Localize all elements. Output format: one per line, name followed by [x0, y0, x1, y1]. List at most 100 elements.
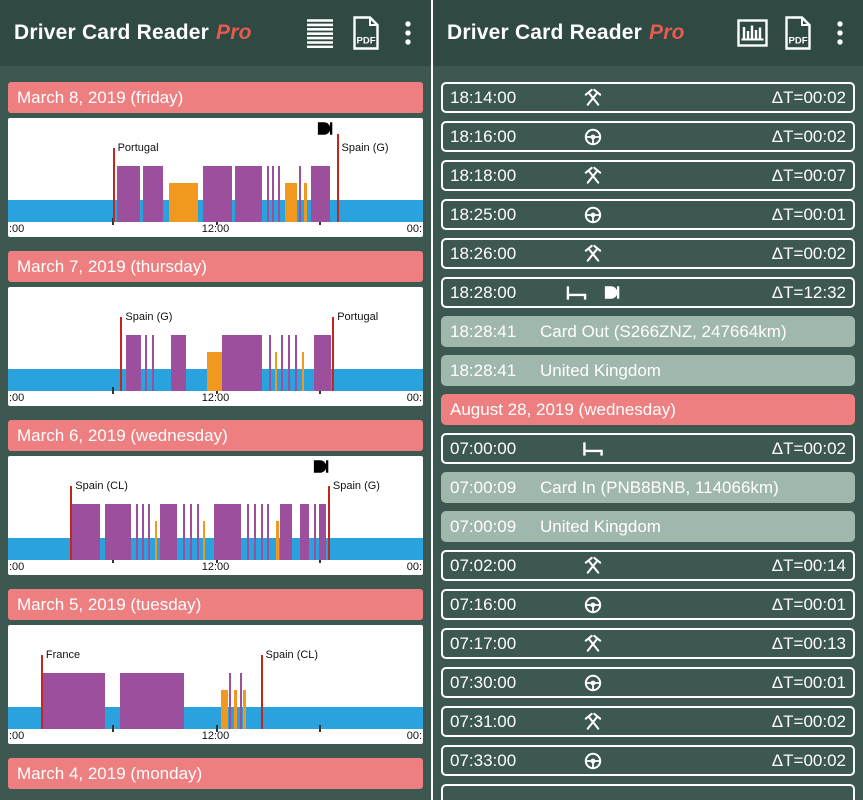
overflow-menu-button[interactable]	[821, 10, 859, 56]
daily-activity-chart: Portugal Spain (G) :00 12:00 00:	[8, 118, 423, 237]
pdf-export-button[interactable]: PDF	[775, 10, 821, 56]
info-text: United Kingdom	[540, 360, 661, 380]
country-label: France	[45, 649, 81, 661]
work-segment	[155, 521, 157, 560]
event-row: 07:33:00 ΔT=00:02	[441, 745, 855, 776]
drive-segment	[295, 335, 297, 391]
work-icon	[584, 634, 603, 653]
event-row: 18:26:00 ΔT=00:02	[441, 238, 855, 269]
menu-icon	[404, 20, 412, 46]
app-title: Driver Card Reader Pro	[14, 21, 252, 45]
country-marker	[112, 148, 115, 222]
delta-label: ΔT=00:02	[771, 126, 846, 146]
card-event-icon	[317, 121, 333, 136]
activity-icons	[584, 128, 602, 146]
drive-segment	[151, 335, 154, 391]
event-row: 07:16:00 ΔT=00:01	[441, 589, 855, 620]
axis-label-center: 12:00	[201, 730, 230, 742]
country-label: Spain (G)	[125, 311, 173, 323]
drive-icon	[584, 206, 602, 224]
axis-tick	[319, 725, 322, 732]
country-label: Portugal	[337, 311, 379, 323]
activity-icons	[584, 88, 603, 107]
country-label: Portugal	[117, 142, 159, 154]
axis-label-right: 00:	[406, 561, 422, 573]
pdf-icon: PDF	[351, 16, 381, 50]
date-banner-text: March 4, 2019 (monday)	[17, 763, 203, 783]
time-label: 07:31:00	[450, 711, 517, 731]
country-label: Spain (CL)	[75, 480, 128, 492]
app-title-text: Driver Card Reader	[14, 21, 210, 44]
time-label: 18:25:00	[450, 204, 517, 224]
timeline-band	[8, 707, 423, 729]
drive-segment	[189, 504, 192, 560]
time-label: 07:16:00	[450, 594, 517, 614]
daily-activity-chart: Spain (CL) Spain (G) :00 12:00 00:	[8, 456, 423, 575]
work-segment	[284, 183, 297, 222]
list-view-icon	[305, 18, 335, 48]
pro-badge: Pro	[649, 21, 685, 44]
event-row: 07:17:00 ΔT=00:13	[441, 628, 855, 659]
time-label: 07:02:00	[450, 555, 517, 575]
event-row: 07:31:00 ΔT=00:02	[441, 706, 855, 737]
country-marker	[327, 486, 330, 560]
time-label: 18:16:00	[450, 126, 517, 146]
pro-badge: Pro	[216, 21, 252, 44]
axis-label-right: 00:	[406, 223, 422, 235]
overflow-menu-button[interactable]	[389, 10, 427, 56]
drive-segment	[269, 335, 272, 391]
axis-tick	[111, 387, 114, 394]
drive-segment	[229, 673, 232, 729]
drive-segment	[196, 504, 199, 560]
app-bar: Driver Card Reader Pro PDF	[0, 0, 431, 66]
date-banner-text: March 6, 2019 (wednesday)	[17, 425, 228, 445]
card-icon	[604, 285, 620, 300]
drive-segment	[281, 335, 284, 391]
activity-icons	[584, 166, 603, 185]
activity-icons	[584, 556, 603, 575]
date-banner: March 8, 2019 (friday)	[8, 82, 423, 113]
info-row: 07:00:09 Card In (PNB8BNB, 114066km)	[441, 472, 855, 503]
drive-segment	[253, 504, 256, 560]
chart-layer: Spain (CL) Spain (G)	[8, 456, 423, 575]
day-list[interactable]: March 8, 2019 (friday) Portugal Spain (G)…	[0, 66, 431, 800]
date-banner: March 7, 2019 (thursday)	[8, 251, 423, 282]
country-label: Spain (G)	[332, 480, 380, 492]
event-row: 18:18:00 ΔT=00:07	[441, 160, 855, 191]
pdf-export-button[interactable]: PDF	[343, 10, 389, 56]
event-row: 18:16:00 ΔT=00:02	[441, 121, 855, 152]
info-text: Card In (PNB8BNB, 114066km)	[540, 477, 779, 497]
work-segment	[275, 352, 278, 391]
list-view-panel: Driver Card Reader Pro PDF 18:14:00	[433, 0, 863, 800]
card-icon	[313, 459, 329, 474]
activity-icons	[584, 244, 603, 263]
event-list[interactable]: 18:14:00 ΔT=00:02 18:16:00 ΔT=00:02 18:1…	[433, 66, 863, 800]
drive-segment	[277, 166, 280, 222]
work-icon	[584, 166, 603, 185]
country-marker	[336, 134, 339, 222]
axis-label-right: 00:	[406, 392, 422, 404]
country-marker	[70, 486, 73, 560]
drive-segment	[148, 504, 151, 560]
drive-segment	[319, 504, 327, 560]
rest-icon	[566, 285, 587, 301]
time-label: 07:33:00	[450, 750, 517, 770]
time-label: 18:28:41	[450, 321, 517, 341]
activity-icons	[584, 206, 602, 224]
activity-icons	[566, 285, 620, 301]
country-marker	[260, 655, 263, 729]
time-label: 07:17:00	[450, 633, 517, 653]
list-view-button[interactable]	[297, 10, 343, 56]
chart-layer: Spain (G) Portugal	[8, 287, 423, 406]
time-label: 07:30:00	[450, 672, 517, 692]
country-marker	[120, 317, 123, 391]
drive-segment	[160, 504, 178, 560]
info-row: 18:28:41 Card Out (S266ZNZ, 247664km)	[441, 316, 855, 347]
activity-icons	[583, 441, 604, 457]
event-row: 18:28:00 ΔT=12:32	[441, 277, 855, 308]
drive-segment	[72, 504, 100, 560]
chart-view-button[interactable]	[729, 10, 775, 56]
time-label: 07:00:09	[450, 516, 517, 536]
svg-text:PDF: PDF	[789, 36, 808, 47]
